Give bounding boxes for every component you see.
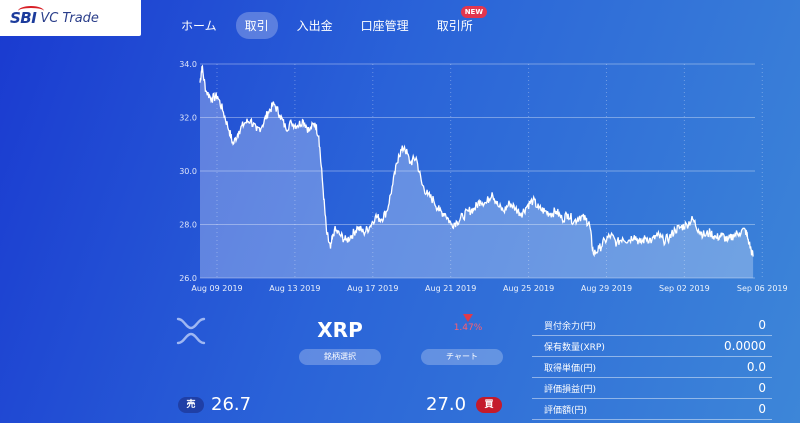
- nav-deposit-label: 入出金: [296, 19, 333, 33]
- select-pair-button[interactable]: 銘柄選択: [299, 349, 381, 365]
- info-label: 評価損益(円): [544, 384, 597, 395]
- coin-symbol: XRP: [317, 318, 363, 342]
- nav-home-label: ホーム: [181, 19, 217, 33]
- y-tick-label: 28.0: [179, 221, 197, 230]
- info-row-avg-cost: 取得単価(円) 0.0: [532, 357, 772, 378]
- x-tick-label: Aug 25 2019: [503, 284, 554, 293]
- y-tick-label: 26.0: [179, 274, 197, 283]
- nav-exchange[interactable]: 取引所 NEW: [428, 6, 488, 39]
- price-line: [199, 64, 754, 258]
- info-label: 買付余力(円): [544, 321, 597, 332]
- main-nav: ホーム 取引 入出金 口座管理 取引所 NEW: [172, 6, 492, 39]
- buy-price[interactable]: 27.0: [426, 394, 467, 415]
- info-label: 保有数量(XRP): [544, 342, 605, 353]
- y-tick-label: 30.0: [179, 167, 197, 176]
- info-label: 評価額(円): [544, 405, 588, 416]
- info-value: 0: [758, 402, 766, 416]
- brand-vc-trade: VC Trade: [40, 10, 99, 26]
- x-tick-label: Sep 02 2019: [659, 284, 710, 293]
- down-triangle-icon: [463, 314, 473, 322]
- brand-logo[interactable]: SBI VC Trade: [0, 0, 141, 36]
- nav-exchange-label: 取引所: [436, 19, 473, 33]
- info-value: 0.0: [746, 360, 766, 374]
- sell-price[interactable]: 26.7: [211, 394, 252, 415]
- price-change-value: 1.47%: [453, 323, 483, 333]
- nav-deposit-withdraw[interactable]: 入出金: [288, 12, 342, 39]
- x-tick-label: Aug 13 2019: [269, 284, 320, 293]
- nav-trade[interactable]: 取引: [235, 12, 278, 39]
- x-tick-label: Aug 21 2019: [425, 284, 476, 293]
- new-badge: NEW: [460, 6, 488, 18]
- info-value: 0.0000: [724, 339, 766, 353]
- info-label: 取得単価(円): [544, 363, 597, 374]
- nav-home[interactable]: ホーム: [172, 12, 226, 39]
- y-tick-label: 34.0: [179, 60, 197, 69]
- nav-trade-label: 取引: [244, 19, 269, 33]
- info-row-holdings: 保有数量(XRP) 0.0000: [532, 336, 772, 357]
- nav-account[interactable]: 口座管理: [352, 12, 418, 39]
- info-row-valuation: 評価額(円) 0: [532, 399, 772, 420]
- chart-button[interactable]: チャート: [421, 349, 503, 365]
- price-change: 1.47%: [445, 314, 491, 333]
- info-row-unrealized-pl: 評価損益(円) 0: [532, 378, 772, 399]
- brand-sbi: SBI: [10, 6, 45, 27]
- info-value: 0: [758, 381, 766, 395]
- y-tick-label: 32.0: [179, 114, 197, 123]
- x-tick-label: Sep 06 2019: [737, 284, 788, 293]
- x-tick-label: Aug 29 2019: [581, 284, 632, 293]
- info-row-buying-power: 買付余力(円) 0: [532, 315, 772, 336]
- nav-account-label: 口座管理: [360, 19, 409, 33]
- price-area: [200, 66, 754, 278]
- account-summary: 買付余力(円) 0 保有数量(XRP) 0.0000 取得単価(円) 0.0 評…: [532, 315, 772, 420]
- sell-button[interactable]: 売: [178, 397, 204, 413]
- buy-button[interactable]: 買: [476, 397, 502, 413]
- x-tick-label: Aug 09 2019: [191, 284, 242, 293]
- x-tick-label: Aug 17 2019: [347, 284, 398, 293]
- info-value: 0: [758, 318, 766, 332]
- xrp-icon: [176, 317, 206, 345]
